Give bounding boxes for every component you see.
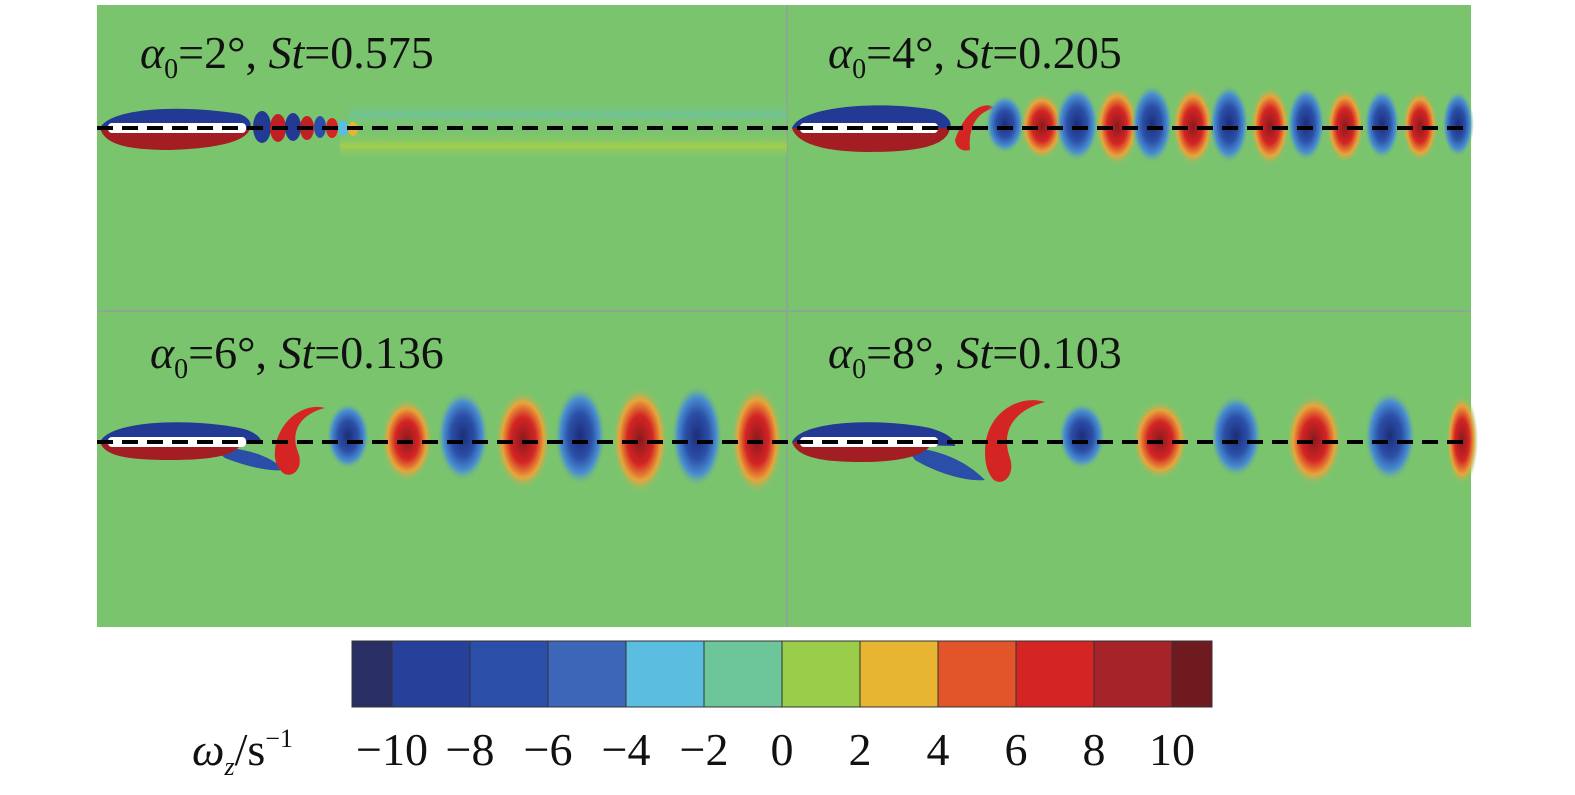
colorbar-tick-label: 8: [1083, 724, 1106, 775]
colorbar-swatch: [391, 640, 471, 708]
colorbar-swatch: [469, 640, 549, 708]
vortex-street: [985, 84, 1474, 166]
colorbar-tick-label: 2: [849, 724, 872, 775]
panel-alpha-4: [792, 84, 1474, 166]
colorbar-tick-label: 0: [771, 724, 794, 775]
colorbar-tick-labels: −10 −8 −6 −4 −2 0 2 4 6 8 10: [356, 724, 1195, 775]
colorbar-tick-label: −8: [446, 724, 495, 775]
shed-vortex-curl: [274, 406, 325, 475]
shed-vortex-curl: [955, 105, 995, 151]
colorbar-swatch: [625, 640, 705, 708]
airfoil-upper-shear: [792, 105, 951, 128]
colorbar-swatch: [547, 640, 627, 708]
airfoil-body: [800, 123, 938, 133]
colorbar-swatch: [937, 640, 1017, 708]
panel-label-alpha-4: α0=4°, St=0.205: [828, 27, 1122, 85]
airfoil-lower-shear: [792, 128, 950, 152]
colorbar-swatch: [1171, 640, 1213, 708]
airfoil-body: [800, 437, 938, 447]
colorbar-title: ωz/s−1: [192, 724, 293, 781]
colorbar: [351, 640, 1213, 708]
colorbar-tick-label: −4: [602, 724, 651, 775]
colorbar-tick-label: −10: [356, 724, 428, 775]
colorbar-swatch: [1093, 640, 1173, 708]
panel-label-alpha-8: α0=8°, St=0.103: [828, 327, 1122, 385]
colorbar-tick-label: 4: [927, 724, 950, 775]
colorbar-tick-label: −2: [680, 724, 729, 775]
panel-label-alpha-6: α0=6°, St=0.136: [150, 327, 444, 385]
vortex-street: [1058, 390, 1478, 486]
trailing-shear-tail: [905, 446, 985, 481]
colorbar-swatch: [703, 640, 783, 708]
colorbar-tick-label: −6: [524, 724, 573, 775]
panel-alpha-8: [792, 390, 1478, 486]
wake-band-upper: [350, 100, 787, 128]
wake-band-lower: [340, 132, 787, 160]
colorbar-tick-label: 10: [1149, 724, 1195, 775]
airfoil-lower-shear: [100, 128, 250, 150]
colorbar-swatch: [781, 640, 861, 708]
panel-label-alpha-2: α0=2°, St=0.575: [140, 27, 434, 85]
panel-alpha-2: [100, 100, 787, 160]
colorbar-swatch: [1015, 640, 1095, 708]
colorbar-swatch: [351, 640, 393, 708]
colorbar-tick-label: 6: [1005, 724, 1028, 775]
shed-vortex-curl: [985, 400, 1045, 482]
colorbar-swatch: [859, 640, 939, 708]
